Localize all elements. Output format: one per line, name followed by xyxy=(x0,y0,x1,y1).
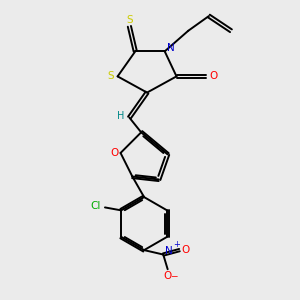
Text: O: O xyxy=(110,148,118,158)
Text: O: O xyxy=(164,271,172,281)
Text: S: S xyxy=(108,71,114,81)
Text: N: N xyxy=(167,44,175,53)
Text: −: − xyxy=(170,271,178,280)
Text: N: N xyxy=(165,246,172,256)
Text: +: + xyxy=(173,240,180,249)
Text: H: H xyxy=(118,111,125,121)
Text: Cl: Cl xyxy=(90,201,101,211)
Text: O: O xyxy=(182,245,190,255)
Text: O: O xyxy=(209,71,218,81)
Text: S: S xyxy=(126,15,133,26)
